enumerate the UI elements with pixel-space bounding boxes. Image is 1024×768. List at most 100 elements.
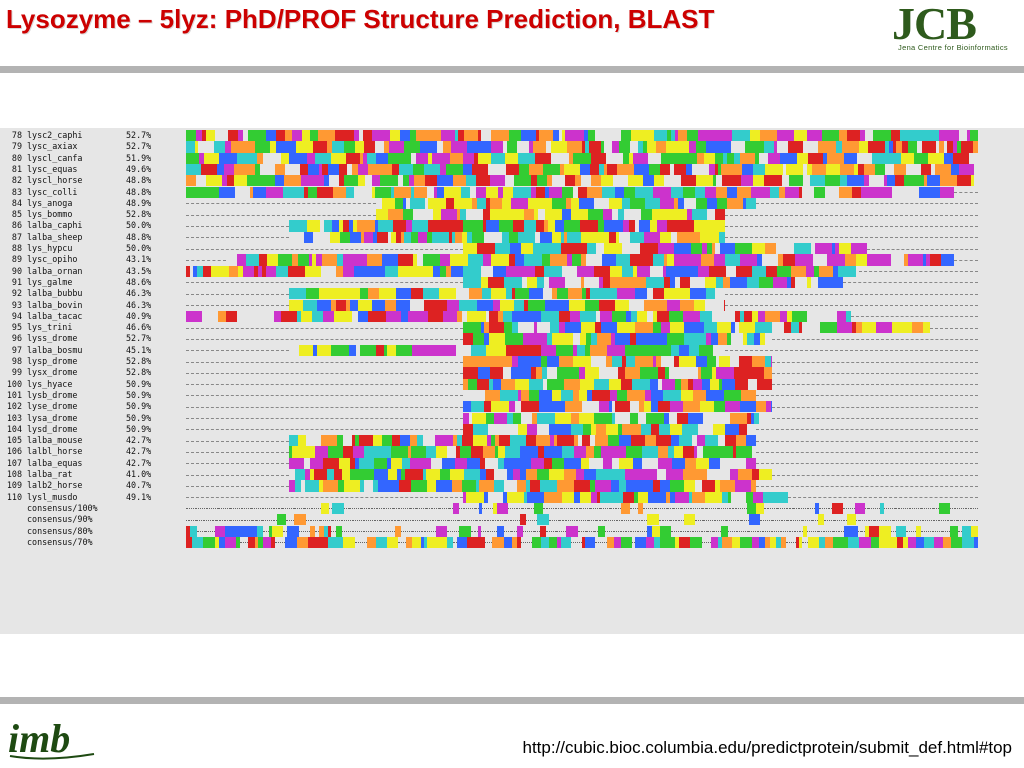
alignment-row: 92 lalba_bubbu 46.3% <box>0 288 1024 300</box>
sequence-track <box>186 254 978 266</box>
sequence-track <box>186 378 978 390</box>
row-number: 95 <box>11 322 22 333</box>
sequence-name: lysa_drome <box>27 412 78 423</box>
alignment-row: 105 lalba_mouse 42.7% <box>0 435 1024 447</box>
identity-percent: 50.9% <box>126 389 152 400</box>
row-number: 105 <box>6 435 22 446</box>
row-number: 99 <box>11 367 22 378</box>
sequence-name: lalba_bosmu <box>27 344 83 355</box>
sequence-track <box>186 469 978 481</box>
row-number: 107 <box>6 457 22 468</box>
row-number: 86 <box>11 220 22 231</box>
sequence-name: lalba_rat <box>27 469 73 479</box>
row-number: 110 <box>6 491 22 502</box>
identity-percent: 42.7% <box>126 435 152 446</box>
alignment-row: 83 lysc_colli 48.8% <box>0 186 1024 198</box>
row-number: 104 <box>6 423 22 434</box>
identity-percent: 45.1% <box>126 344 152 355</box>
alignment-row: 101 lysb_drome 50.9% <box>0 389 1024 402</box>
sequence-name: lys_trini <box>27 322 73 333</box>
row-number: 100 <box>6 378 22 389</box>
sequence-track <box>186 197 978 210</box>
sequence-track <box>186 401 978 413</box>
sequence-track <box>186 344 978 356</box>
row-number: 83 <box>11 186 22 197</box>
sequence-track <box>186 243 978 255</box>
sequence-name: lysc_colli <box>27 186 78 197</box>
sequence-track <box>186 536 978 549</box>
row-number: 102 <box>6 401 22 412</box>
alignment-row: 110 lysl_musdo 49.1% <box>0 491 1024 503</box>
sequence-track <box>186 130 978 142</box>
identity-percent: 52.8% <box>126 209 152 220</box>
alignment-row: 109 lalb2_horse 40.7% <box>0 480 1024 492</box>
sequence-track <box>186 367 978 379</box>
alignment-row: 95 lys_trini 46.6% <box>0 322 1024 334</box>
alignment-row: 87 lalba_sheep 48.8% <box>0 231 1024 243</box>
sequence-track <box>186 389 978 402</box>
row-number: 90 <box>11 265 22 276</box>
row-number: 88 <box>11 243 22 253</box>
row-number: 78 <box>11 130 22 140</box>
identity-percent: 48.9% <box>126 197 152 208</box>
row-number: 80 <box>11 152 22 163</box>
alignment-row: 100 lys_hyace 50.9% <box>0 378 1024 390</box>
identity-percent: 43.5% <box>126 265 152 276</box>
imb-logo: imb <box>8 716 95 761</box>
sequence-track <box>186 288 978 300</box>
slide-title: Lysozyme – 5lyz: PhD/PROF Structure Pred… <box>6 4 715 34</box>
sequence-track <box>186 310 978 323</box>
alignment-row: 108 lalba_rat 41.0% <box>0 469 1024 481</box>
alignment-row: 97 lalba_bosmu 45.1% <box>0 344 1024 356</box>
identity-percent: 43.1% <box>126 254 152 265</box>
sequence-name: lalba_bovin <box>27 299 83 310</box>
row-number: 91 <box>11 276 22 287</box>
sequence-name: lalba_tacac <box>27 310 83 321</box>
sequence-name: lysx_drome <box>27 367 78 378</box>
jcb-logo-subtitle: Jena Centre for Bioinformatics <box>898 43 1008 52</box>
alignment-row: 85 lys_bommo 52.8% <box>0 209 1024 221</box>
row-number: 92 <box>11 288 22 299</box>
row-number: 89 <box>11 254 22 265</box>
row-number: 94 <box>11 310 22 321</box>
identity-percent: 48.6% <box>126 276 152 287</box>
sequence-name: lysb_drome <box>27 389 78 400</box>
sequence-track <box>186 491 978 503</box>
sequence-name: lyscl_canfa <box>27 152 83 163</box>
sequence-track <box>186 141 978 153</box>
row-number: 98 <box>11 356 22 366</box>
sequence-name: lalba_caphi <box>27 220 83 231</box>
alignment-row: 91 lys_galme 48.6% <box>0 276 1024 289</box>
alignment-row: 104 lysd_drome 50.9% <box>0 423 1024 436</box>
footer-url-text: http://cubic.bioc.columbia.edu/predictpr… <box>522 738 1013 757</box>
sequence-track <box>186 412 978 424</box>
alignment-row: 79 lysc_axiax 52.7% <box>0 141 1024 153</box>
row-number: 109 <box>6 480 22 491</box>
alignment-row: 106 lalbl_horse 42.7% <box>0 446 1024 458</box>
alignment-row: 94 lalba_tacac 40.9% <box>0 310 1024 323</box>
sequence-name: lysp_drome <box>27 356 78 366</box>
identity-percent: 52.8% <box>126 356 152 366</box>
row-number: 87 <box>11 231 22 242</box>
identity-percent: 48.8% <box>126 175 152 186</box>
alignment-row: consensus/80% <box>0 525 1024 537</box>
sequence-track <box>186 457 978 469</box>
sequence-track <box>186 209 978 221</box>
alignment-row: 99 lysx_drome 52.8% <box>0 367 1024 379</box>
row-number: 108 <box>6 469 22 479</box>
alignment-row: 86 lalba_caphi 50.0% <box>0 220 1024 232</box>
identity-percent: 52.7% <box>126 141 152 152</box>
row-number: 84 <box>11 197 22 208</box>
sequence-track <box>186 231 978 243</box>
sequence-name: lys_galme <box>27 276 73 287</box>
alignment-row: consensus/90% <box>0 514 1024 526</box>
alignment-row: 84 lys_anoga 48.9% <box>0 197 1024 210</box>
alignment-row: 81 lysc_equas 49.6% <box>0 163 1024 176</box>
sequence-track <box>186 276 978 289</box>
sequence-name: lalba_bubbu <box>27 288 83 299</box>
row-number: 85 <box>11 209 22 220</box>
sequence-track <box>186 356 978 368</box>
sequence-name: lysl_musdo <box>27 491 78 502</box>
sequence-track <box>186 480 978 492</box>
sequence-name: lalbl_horse <box>27 446 83 457</box>
